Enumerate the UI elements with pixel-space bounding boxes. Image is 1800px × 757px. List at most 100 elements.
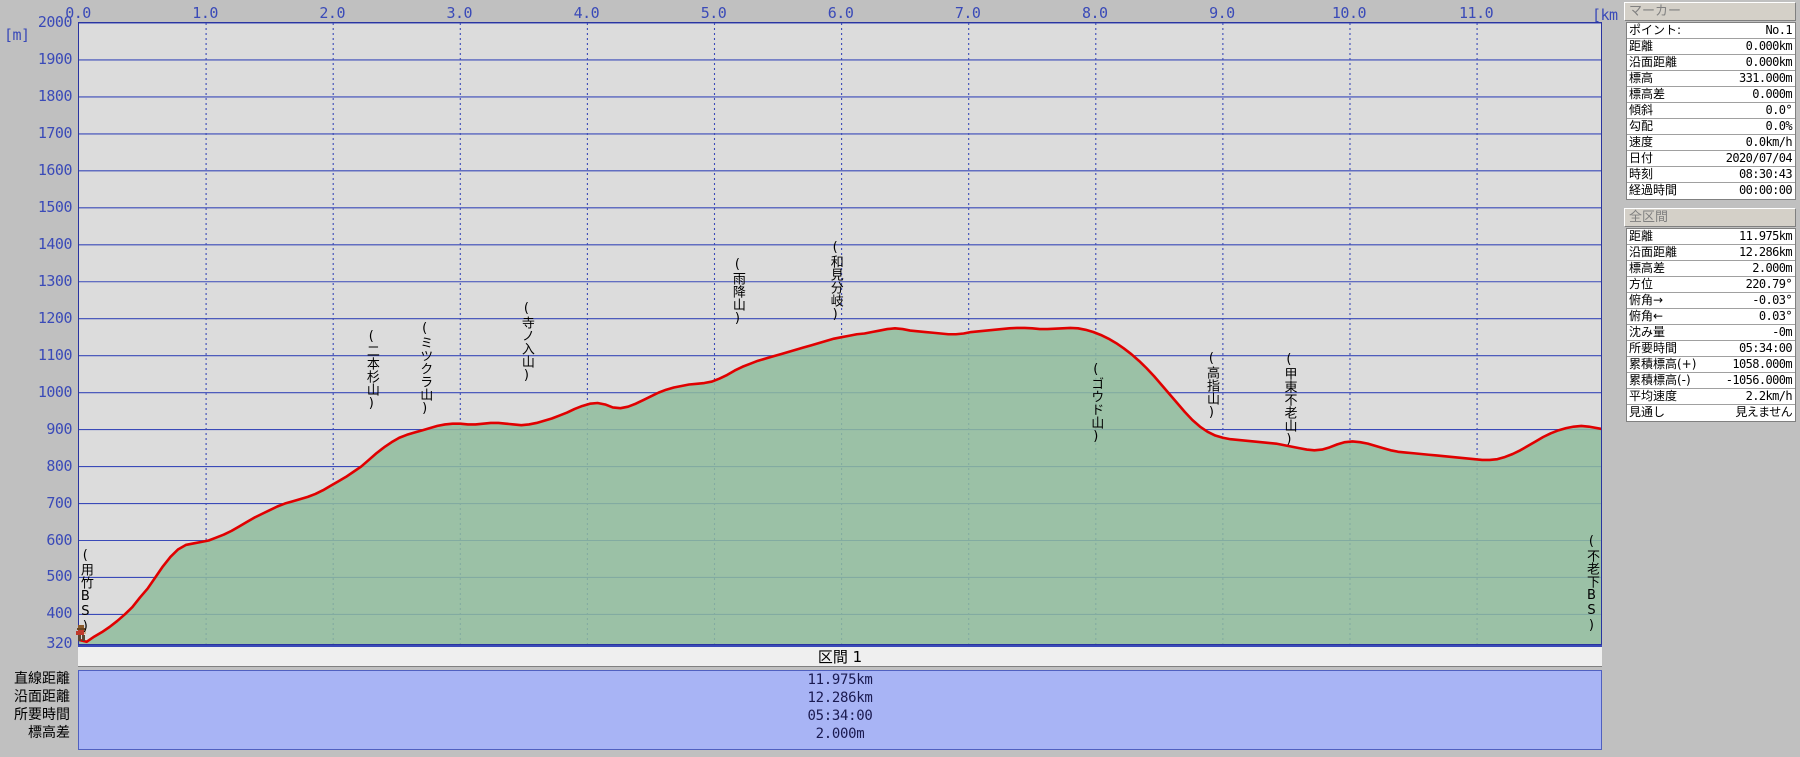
info-row-label: 見通し xyxy=(1629,405,1666,419)
info-row: ポイント: No.1 xyxy=(1627,23,1795,39)
info-row-label: 距離 xyxy=(1629,39,1654,53)
section-header-label: 区間 1 xyxy=(78,645,1602,667)
info-row-value: 見えません xyxy=(1735,405,1792,419)
info-row: 累積標高(+) 1058.000m xyxy=(1627,357,1795,373)
x-tick-label: 3.0 xyxy=(446,4,473,22)
y-tick-label: 900 xyxy=(46,419,72,438)
x-tick-label: 5.0 xyxy=(700,4,727,22)
info-row: 傾斜 0.0° xyxy=(1627,103,1795,119)
x-tick-label: 8.0 xyxy=(1081,4,1108,22)
summary-label-column: 直線距離 沿面距離 所要時間 標高差 xyxy=(0,670,74,750)
info-row: 沈み量 -0m xyxy=(1627,325,1795,341)
summary-row-label: 標高差 xyxy=(28,725,70,741)
info-row-value: -0m xyxy=(1772,325,1792,339)
x-axis-unit-label: [km] xyxy=(1592,6,1627,24)
info-row-value: 0.000m xyxy=(1752,87,1792,101)
summary-value-column: 11.975km 12.286km 05:34:00 2.000m xyxy=(78,670,1602,750)
summary-row-value: 05:34:00 xyxy=(807,708,873,724)
y-tick-label: 2000 xyxy=(37,13,73,31)
info-row: 平均速度 2.2km/h xyxy=(1627,389,1795,405)
info-row: 時刻 08:30:43 xyxy=(1627,167,1795,183)
info-row: 距離 11.975km xyxy=(1627,229,1795,245)
y-tick-label: 1900 xyxy=(37,49,73,68)
y-tick-label: 1500 xyxy=(37,197,73,216)
panel-spacer xyxy=(1620,200,1800,206)
y-tick-label: 1700 xyxy=(37,123,73,142)
summary-row-label: 所要時間 xyxy=(14,707,70,723)
info-row: 経過時間 00:00:00 xyxy=(1627,183,1795,199)
all-sections-group-title: 全区間 xyxy=(1624,208,1796,227)
info-row-value: 0.000km xyxy=(1745,39,1793,53)
y-axis-unit-label: [m] xyxy=(4,26,30,44)
bottom-summary: 区間 1 直線距離 沿面距離 所要時間 標高差 11.975km 12.286km 05:… xyxy=(0,645,1620,757)
x-tick-label: 2.0 xyxy=(319,4,345,22)
info-row-label: 累積標高(+) xyxy=(1629,357,1697,371)
info-row-value: 0.0° xyxy=(1765,103,1793,117)
x-tick-label: 11.0 xyxy=(1459,4,1494,22)
y-axis-tick-labels: 2000 1900 1800 1700 1600 1500 1400 1300 1200 1100… xyxy=(0,0,78,652)
info-row-value: 12.286km xyxy=(1739,245,1793,259)
info-row: 所要時間 05:34:00 xyxy=(1627,341,1795,357)
info-row-label: 経過時間 xyxy=(1629,183,1678,197)
y-tick-label: 320 xyxy=(46,634,72,652)
x-tick-label: 0.0 xyxy=(65,4,91,22)
x-axis-tick-labels: 0.0 1.0 2.0 3.0 4.0 5.0 6.0 7.0 8.0 9.0 10.0 11.0 xyxy=(0,0,1620,22)
info-row-value: 2.2km/h xyxy=(1745,389,1793,403)
info-row: 俯角→ -0.03° xyxy=(1627,293,1795,309)
all-sections-table: 距離 11.975km 沿面距離 12.286km 標高差 2.000m 方位 220.79°… xyxy=(1626,228,1796,422)
info-row-label: 日付 xyxy=(1629,151,1654,165)
info-row: 方位 220.79° xyxy=(1627,277,1795,293)
info-row-label: 距離 xyxy=(1629,229,1654,243)
elevation-plot-area[interactable]: (用竹BS) (二本杉山) (ミツクラ山) (寺ノ入山) (雨降山) (和見分岐) (ゴウド… xyxy=(76,22,1602,645)
y-tick-label: 1600 xyxy=(37,160,73,179)
info-row: 沿面距離 0.000km xyxy=(1627,55,1795,71)
y-tick-label: 1300 xyxy=(37,271,73,290)
info-row-value: 0.03° xyxy=(1758,309,1793,323)
info-row-label: 平均速度 xyxy=(1629,389,1678,403)
info-row-value: 1058.000m xyxy=(1732,357,1792,371)
chart-region: [m] [km] 0.0 1.0 2.0 3.0 4.0 5.0 6.0 7.0 8.0 9.0 1… xyxy=(0,0,1627,652)
summary-row-value: 12.286km xyxy=(807,690,873,706)
info-row-value: 0.0% xyxy=(1765,119,1793,133)
info-row-label: 累積標高(-) xyxy=(1629,373,1691,387)
info-row: 見通し 見えません xyxy=(1627,405,1795,421)
marker-group-title: マーカー xyxy=(1624,2,1796,21)
info-row-label: 勾配 xyxy=(1629,119,1654,133)
y-tick-label: 700 xyxy=(46,493,72,512)
info-row-label: 所要時間 xyxy=(1629,341,1678,355)
x-tick-label: 7.0 xyxy=(954,4,981,22)
info-row-label: 傾斜 xyxy=(1629,103,1654,117)
info-row-label: 標高差 xyxy=(1629,87,1666,101)
info-row: 俯角← 0.03° xyxy=(1627,309,1795,325)
summary-row-value: 11.975km xyxy=(807,672,873,688)
info-row: 日付 2020/07/04 xyxy=(1627,151,1795,167)
x-tick-label: 6.0 xyxy=(827,4,854,22)
y-tick-label: 600 xyxy=(46,530,72,549)
info-row: 勾配 0.0% xyxy=(1627,119,1795,135)
y-tick-label: 1100 xyxy=(37,345,73,364)
y-tick-label: 800 xyxy=(46,456,72,475)
info-row-value: -1056.000m xyxy=(1725,373,1793,387)
y-tick-label: 500 xyxy=(46,567,72,586)
info-row: 沿面距離 12.286km xyxy=(1627,245,1795,261)
info-row-label: 速度 xyxy=(1629,135,1654,149)
right-info-panel: マーカー ポイント: No.1 距離 0.000km 沿面距離 0.000km 標高 331.… xyxy=(1620,0,1800,757)
info-row: 速度 0.0km/h xyxy=(1627,135,1795,151)
summary-row-label: 直線距離 xyxy=(14,671,70,687)
info-row-label: 沿面距離 xyxy=(1629,245,1678,259)
info-row: 標高差 0.000m xyxy=(1627,87,1795,103)
info-row-label: 沿面距離 xyxy=(1629,55,1678,69)
info-row-label: 方位 xyxy=(1629,277,1654,291)
y-tick-label: 1000 xyxy=(37,382,73,401)
x-tick-label: 9.0 xyxy=(1209,4,1235,22)
info-row-value: 331.000m xyxy=(1739,71,1793,85)
x-tick-label: 4.0 xyxy=(573,4,600,22)
info-row: 標高差 2.000m xyxy=(1627,261,1795,277)
y-tick-label: 400 xyxy=(46,604,72,623)
info-row-value: 0.000km xyxy=(1745,55,1793,69)
y-tick-label: 1800 xyxy=(37,86,73,105)
info-row-value: 0.0km/h xyxy=(1745,135,1793,149)
y-tick-label: 1400 xyxy=(37,234,73,253)
info-row-value: 11.975km xyxy=(1739,229,1793,243)
